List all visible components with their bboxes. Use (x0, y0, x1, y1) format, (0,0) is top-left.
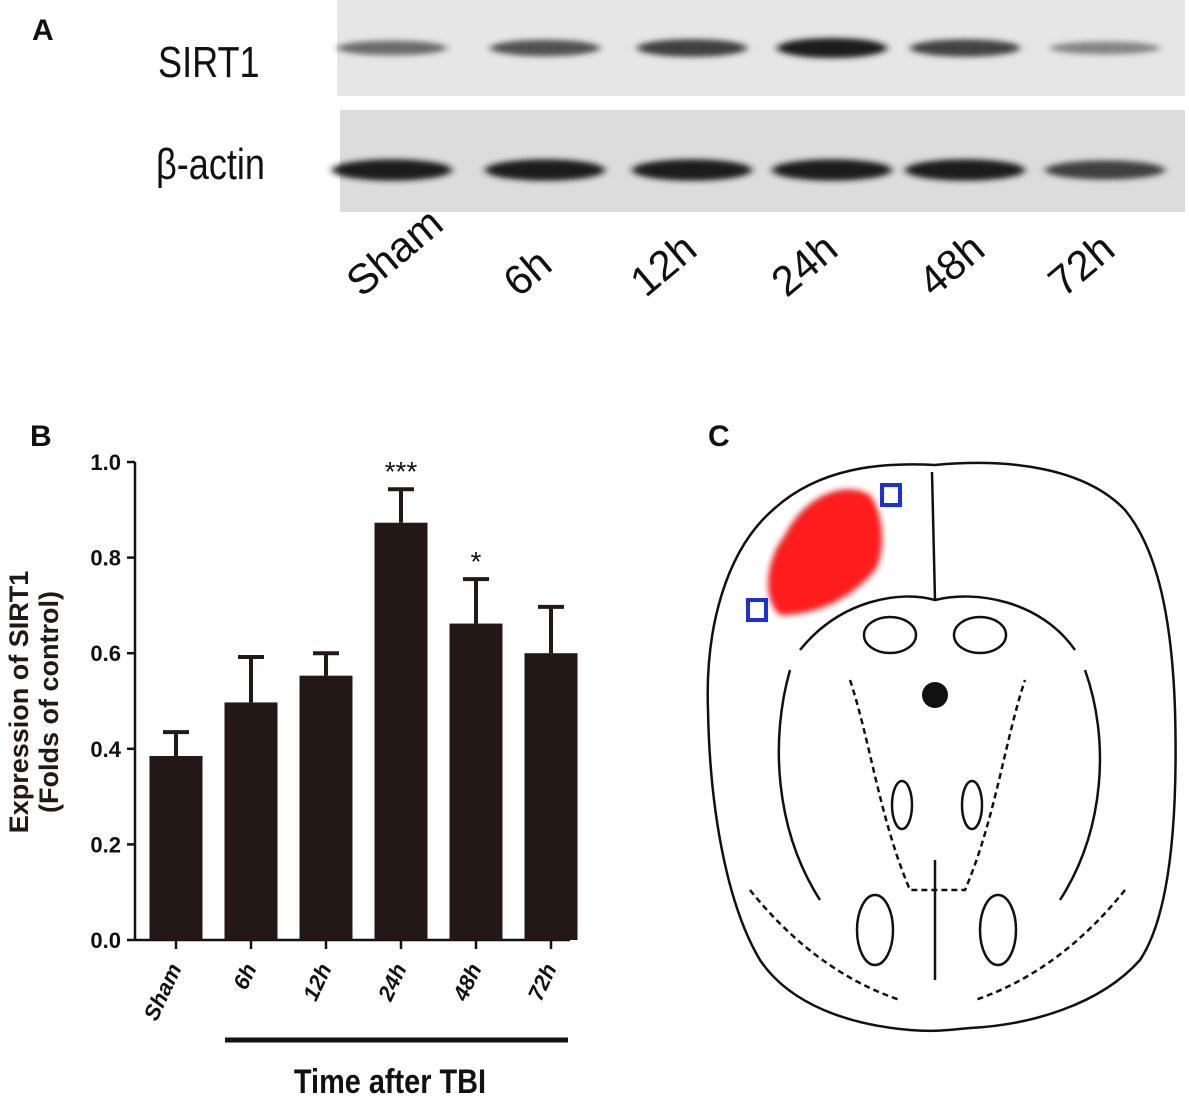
y-tick-label: 0.8 (90, 546, 121, 571)
actin-band (332, 159, 452, 181)
bar (524, 653, 578, 940)
third-ventricle (922, 682, 948, 708)
right-nucleus (960, 779, 984, 831)
left-inner-arc (777, 669, 822, 901)
corpus-callosum (799, 595, 1077, 651)
sirt1-band (1050, 41, 1160, 55)
ventral-region-left (749, 889, 901, 1002)
ventral-region-right (974, 889, 1126, 1002)
midline (930, 471, 937, 601)
sirt1-band (777, 38, 887, 58)
right-hippocampus (952, 615, 1008, 655)
sampling-marker-upper (880, 483, 902, 507)
left-ventral-nucleus (855, 893, 895, 967)
actin-band (905, 159, 1025, 181)
x-tick-label: 24h (372, 960, 411, 1006)
x-axis-label: Time after TBI (294, 1062, 486, 1101)
lesion-area (768, 489, 882, 615)
bar (299, 675, 353, 940)
sirt1-band (490, 39, 600, 57)
panel-c-label: C (708, 420, 730, 453)
y-tick-label: 0.6 (90, 641, 121, 666)
actin-band (632, 159, 752, 181)
actin-band (485, 159, 605, 181)
actin-blot-strip (340, 110, 1185, 212)
y-tick-label: 0.4 (90, 737, 121, 762)
sirt1-band (637, 39, 747, 57)
bar (149, 755, 203, 940)
x-tick-label: Sham (139, 960, 187, 1025)
sirt1-band (337, 40, 447, 56)
panel-b-label: B (30, 420, 52, 453)
western-blot (332, 0, 1185, 212)
sirt1-blot-strip (337, 0, 1185, 96)
brain-coronal-section (706, 461, 1177, 1033)
right-ventral-nucleus (978, 893, 1018, 967)
bar (449, 623, 503, 940)
x-tick-label: 6h (228, 960, 262, 994)
y-tick-label: 0.0 (90, 928, 121, 953)
y-axis-label-line1: Expression of SIRT1 (4, 571, 34, 834)
significance-label: *** (385, 456, 418, 487)
y-tick-label: 0.2 (90, 832, 121, 857)
actin-band (772, 159, 892, 181)
thalamus (848, 679, 1027, 892)
sirt1-row-label: SIRT1 (158, 38, 260, 87)
x-tick-label: 72h (523, 960, 562, 1005)
sampling-marker-lower (746, 598, 768, 622)
left-hippocampus (862, 615, 918, 655)
x-tick-label: 48h (447, 960, 486, 1006)
actin-row-label: β-actin (156, 140, 265, 189)
sirt1-bar-chart: Expression of SIRT1 (Folds of control) 0… (4, 450, 578, 1101)
bar (224, 702, 278, 940)
left-nucleus (890, 779, 914, 831)
actin-band (1045, 160, 1165, 180)
x-tick-label: 12h (298, 960, 337, 1005)
sirt1-band (910, 39, 1020, 57)
brain-outline (706, 461, 1177, 1033)
right-inner-arc (1058, 669, 1102, 901)
bar (374, 522, 428, 940)
panel-a-label: A (32, 14, 54, 47)
y-axis-label-line2: (Folds of control) (34, 591, 64, 813)
y-tick-label: 1.0 (90, 450, 121, 475)
significance-label: * (471, 546, 482, 577)
